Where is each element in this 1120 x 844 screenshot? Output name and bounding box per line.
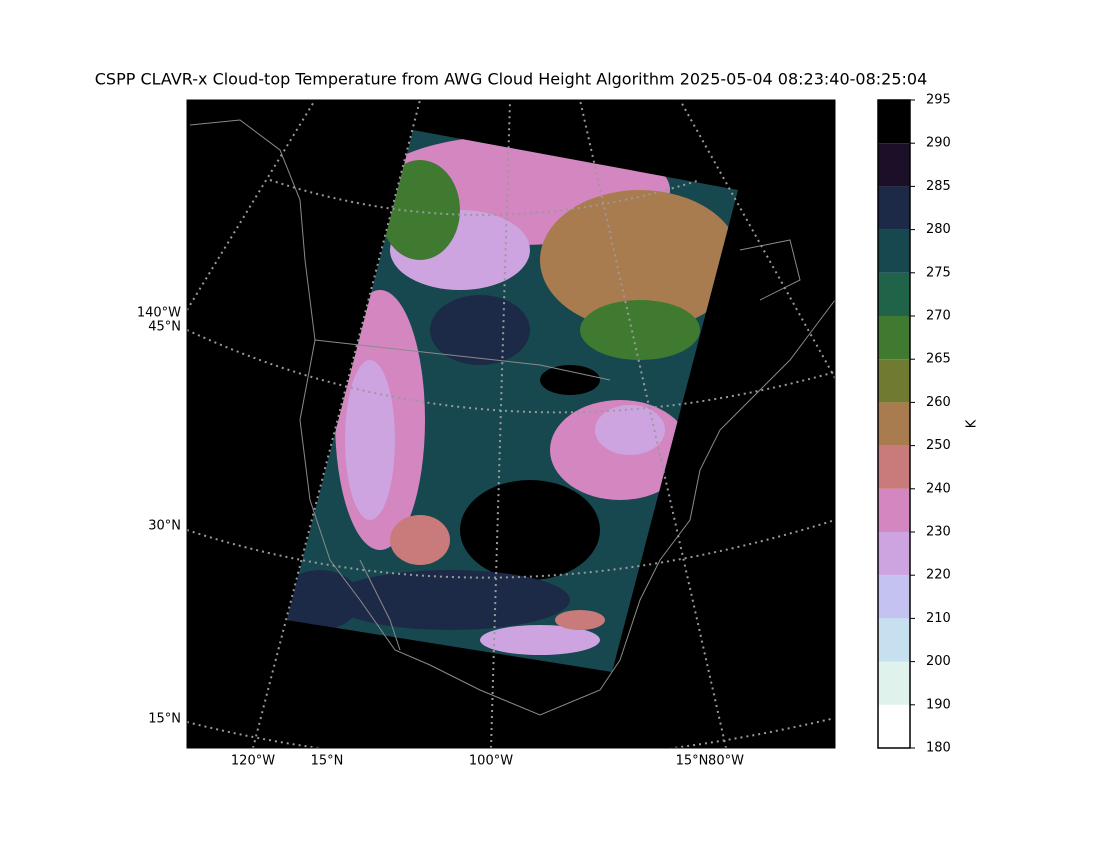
colorbar-segment: [878, 100, 910, 144]
colorbar-tick-label: 230: [926, 525, 951, 540]
coastline: [189, 119, 835, 716]
colorbar-tick-label: 285: [926, 179, 951, 194]
map-label: 120°W: [231, 754, 275, 769]
graticule-60n: [269, 179, 701, 216]
colorbar-segment: [878, 618, 910, 662]
map-label: 80°W: [708, 754, 744, 769]
colorbar-frame: [877, 99, 911, 749]
colorbar: 180 190 200 210 220 230 240 250 260 265 270 275 280 2…: [877, 93, 951, 756]
colorbar-segment: [878, 402, 910, 446]
colorbar-tick-label: 260: [926, 395, 951, 410]
graticule-80w: [579, 100, 727, 748]
colorbar-tick-label: 280: [926, 222, 951, 237]
map-label: 100°W: [469, 754, 513, 769]
colorbar-tick-label: 275: [926, 265, 951, 280]
colorbar-tick-label: 290: [926, 136, 951, 151]
colorbar-tick-label: 265: [926, 352, 951, 367]
colorbar-segment: [878, 661, 910, 705]
colorbar-tick-label: 220: [926, 568, 951, 583]
map-label: 30°N: [148, 519, 181, 534]
colorbar-tick-label: 190: [926, 697, 951, 712]
graticule-140w: [187, 100, 316, 311]
map-label: 140°W: [137, 306, 181, 321]
map-label: 15°N: [676, 754, 709, 769]
map-label: 15°N: [148, 712, 181, 727]
title: CSPP CLAVR-x Cloud-top Temperature from …: [95, 70, 928, 89]
map-label: 45°N: [148, 320, 181, 335]
border: [314, 339, 611, 381]
colorbar-segment: [878, 488, 910, 532]
colorbar-segment: [878, 316, 910, 360]
colorbar-segment: [878, 272, 910, 316]
colorbar-segment: [878, 186, 910, 230]
colorbar-segment: [878, 359, 910, 403]
colorbar-tick-label: 200: [926, 654, 951, 669]
colorbar-tick-label: 210: [926, 611, 951, 626]
colorbar-segment: [878, 445, 910, 489]
map: [187, 100, 835, 748]
coastline: [739, 239, 801, 301]
colorbar-tick-label: 295: [926, 93, 951, 108]
map-frame: [186, 99, 836, 749]
colorbar-segment: [878, 143, 910, 187]
map-label: 15°N: [311, 754, 344, 769]
colorbar-tick-label: 240: [926, 481, 951, 496]
coastline: [359, 559, 401, 651]
colorbar-segment: [878, 575, 910, 619]
graticule-60w: [679, 100, 835, 379]
graticule-100w: [490, 100, 511, 748]
colorbar-segment: [878, 229, 910, 273]
colorbar-tick-label: 250: [926, 438, 951, 453]
colorbar-tick-label: 270: [926, 309, 951, 324]
colorbar-tick-label: 180: [926, 741, 951, 756]
colorbar-label: K: [965, 419, 980, 428]
colorbar-segment: [878, 704, 910, 748]
graticule-30n: [187, 519, 835, 579]
colorbar-segment: [878, 532, 910, 576]
